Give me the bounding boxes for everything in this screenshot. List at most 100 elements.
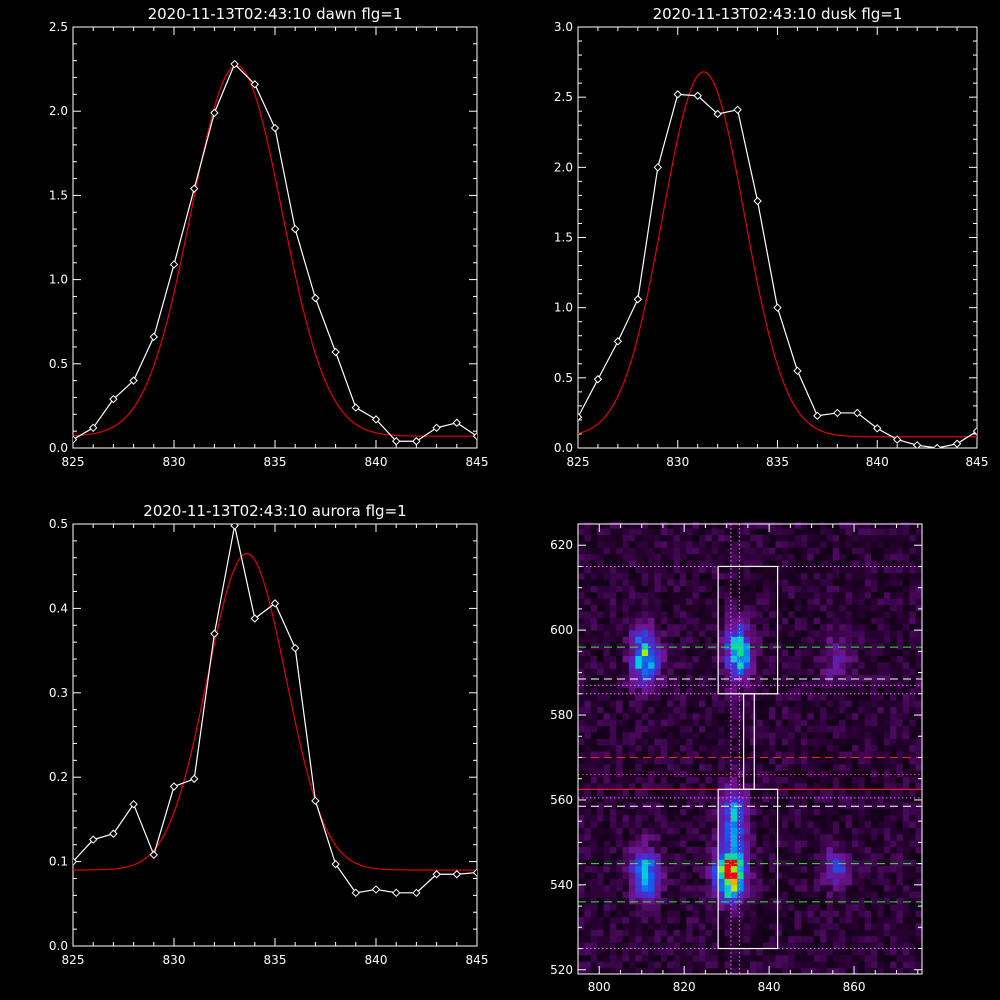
image-pixel [686,910,694,918]
image-pixel [711,744,719,752]
image-pixel [743,649,751,657]
image-pixel [730,630,738,637]
image-pixel [603,611,611,618]
image-pixel [648,884,655,892]
image-pixel [724,763,732,771]
image-pixel [832,903,840,911]
image-pixel [724,534,732,542]
image-pixel [679,579,687,586]
image-pixel [826,687,834,695]
image-pixel [832,897,840,905]
image-pixel [692,591,700,599]
image-pixel [584,776,592,784]
image-pixel [826,681,834,688]
image-pixel [578,617,585,625]
image-pixel [603,853,611,860]
image-pixel [692,948,700,956]
image-pixel [711,929,719,937]
image-pixel [864,540,872,548]
image-pixel [679,884,687,892]
image-pixel [890,630,897,637]
image-pixel [909,655,917,663]
image-pixel [679,693,687,701]
image-pixel [699,591,706,599]
image-pixel [622,630,630,637]
image-pixel [730,757,738,765]
image-pixel [750,693,757,701]
image-pixel [864,827,872,835]
image-pixel [616,942,623,949]
image-pixel [737,572,745,580]
image-pixel [597,789,604,797]
image-pixel [845,528,853,536]
image-pixel [756,617,764,625]
image-pixel [673,872,681,879]
image-pixel [673,789,681,797]
image-pixel [648,929,655,937]
image-pixel [883,967,891,975]
image-pixel [641,814,649,822]
image-pixel [654,693,662,701]
image-pixel [839,846,846,854]
image-pixel [578,916,585,924]
image-pixel [813,642,821,650]
image-pixel [635,674,643,682]
image-pixel [800,897,808,905]
image-pixel [673,948,681,956]
image-pixel [660,802,668,809]
image-pixel [896,770,904,777]
image-pixel [724,916,732,924]
image-pixel [788,553,795,561]
image-pixel [724,598,732,606]
image-pixel [858,528,866,536]
image-pixel [756,910,764,918]
image-pixel [711,897,719,905]
image-pixel [667,865,674,873]
image-pixel [654,846,662,854]
image-pixel [883,853,891,860]
image-pixel [667,808,674,816]
image-pixel [826,782,834,790]
image-pixel [699,566,706,574]
image-pixel [724,636,732,644]
image-pixel [641,540,649,548]
image-pixel [788,738,795,746]
image-pixel [915,961,923,969]
image-pixel [902,655,910,663]
image-pixel [794,566,802,574]
image-pixel [864,763,872,771]
image-pixel [673,891,681,898]
image-pixel [902,929,910,937]
image-pixel [794,732,802,739]
image-pixel [750,681,757,688]
image-pixel [667,738,674,746]
image-pixel [813,687,821,695]
image-pixel [832,891,840,898]
image-pixel [788,808,795,816]
image-pixel [839,738,846,746]
image-pixel [832,642,840,650]
image-pixel [737,942,745,949]
image-pixel [635,795,643,803]
image-pixel [858,935,866,943]
image-pixel [807,719,815,727]
y-tick-label: 600 [550,623,573,637]
image-pixel [597,630,604,637]
image-pixel [902,872,910,879]
image-pixel [705,795,713,803]
y-tick-label: 0.5 [554,371,573,385]
image-pixel [578,732,585,739]
image-pixel [597,649,604,657]
image-pixel [635,846,643,854]
image-pixel [724,566,732,574]
image-pixel [750,763,757,771]
image-pixel [590,853,598,860]
image-pixel [660,668,668,676]
image-pixel [896,534,904,542]
image-pixel [679,591,687,599]
image-pixel [851,534,859,542]
image-pixel [788,598,795,606]
image-pixel [813,719,821,727]
image-pixel [705,897,713,905]
image-pixel [679,687,687,695]
